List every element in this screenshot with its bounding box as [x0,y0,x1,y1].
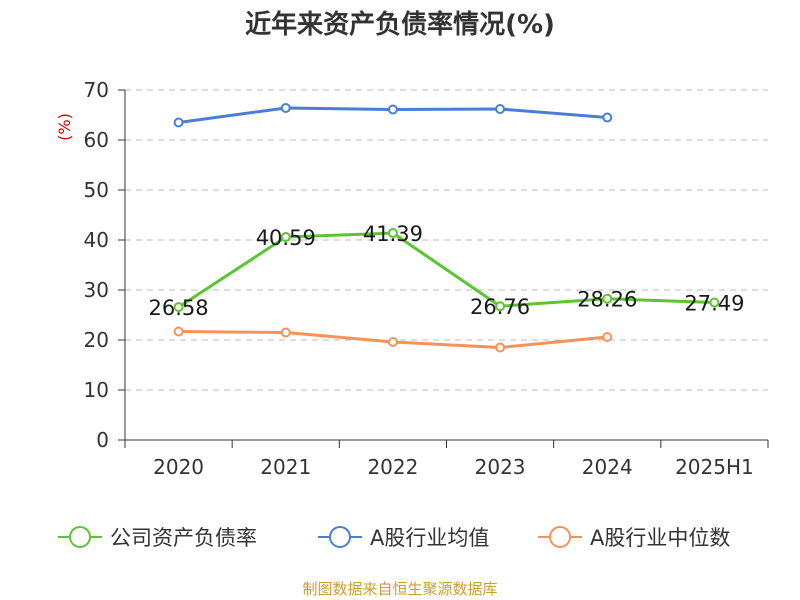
data-labels: 26.58 40.59 41.39 26.76 28.26 27.49 [149,222,745,320]
data-label: 40.59 [256,226,316,250]
data-point [173,117,184,128]
legend-label: 公司资产负债率 [110,526,257,550]
y-tick-label: 30 [84,278,109,302]
series-lines [173,103,720,353]
data-point [709,297,720,308]
y-tick-label: 70 [84,78,109,102]
data-point [280,327,291,338]
legend-item: A股行业中位数 [538,526,730,550]
data-label: 28.26 [577,288,637,312]
data-point [495,342,506,353]
y-tick-label: 0 [96,428,109,452]
y-tick-label: 40 [84,228,109,252]
x-tick-label: 2022 [367,455,418,479]
legend: 公司资产负债率 A股行业均值 A股行业中位数 [58,526,730,550]
data-label: 26.76 [470,295,530,319]
legend-label: A股行业均值 [370,526,489,550]
data-point [173,302,184,313]
axes: 0 10 20 30 40 50 60 70 2020 2021 2022 2023 2024 2025H… [55,78,769,479]
y-tick-label: 50 [84,178,109,202]
gridlines [125,89,768,391]
y-tick-label: 20 [84,328,109,352]
data-point [495,301,506,312]
y-axis-label: (%) [55,113,74,141]
y-tick-label: 10 [84,378,109,402]
source-note: 制图数据来自恒生聚源数据库 [302,580,498,598]
data-point [495,104,506,114]
data-point [387,104,398,115]
series-line [177,231,715,309]
legend-marker [329,526,351,548]
data-label: 27.49 [684,292,744,316]
x-tick-label: 2020 [153,455,204,479]
legend-marker [549,526,571,548]
x-tick-label: 2021 [260,455,311,479]
data-label: 26.58 [149,296,209,320]
chart-title: 近年来资产负债率情况(%) [245,10,555,40]
data-point [280,103,291,113]
legend-marker [69,526,91,548]
data-point [387,337,398,347]
data-point [602,332,613,342]
data-label: 41.39 [363,222,423,246]
x-tick-label: 2025H1 [675,455,754,479]
x-tick-label: 2024 [582,455,633,479]
data-point [387,228,398,239]
data-point [602,293,613,304]
legend-label: A股行业中位数 [590,526,730,550]
y-tick-label: 60 [84,128,109,152]
data-point [173,326,184,337]
legend-item: 公司资产负债率 [58,526,257,550]
data-point [602,112,613,123]
legend-item: A股行业均值 [318,526,489,550]
x-tick-label: 2023 [475,455,526,479]
data-point [280,232,291,243]
